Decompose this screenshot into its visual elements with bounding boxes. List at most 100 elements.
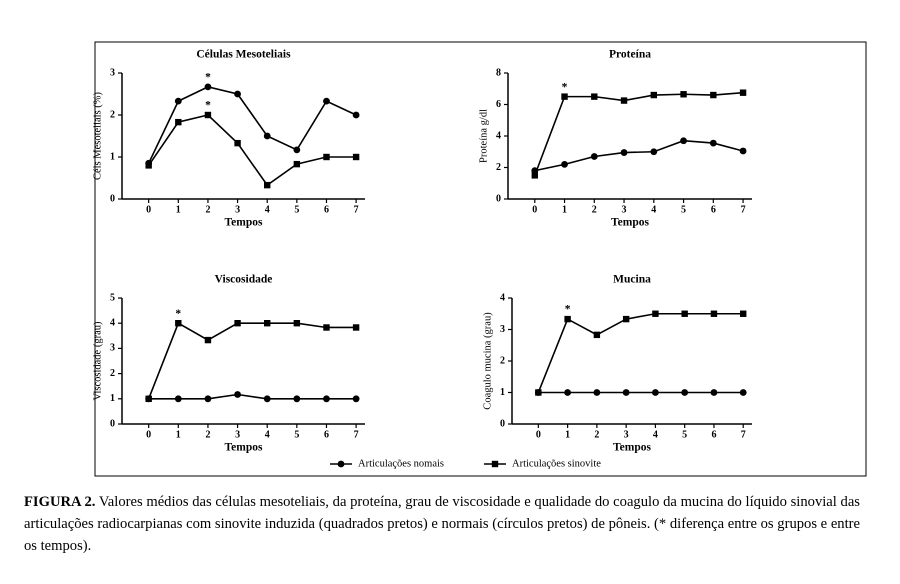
marker bbox=[204, 395, 212, 403]
marker bbox=[234, 391, 241, 398]
marker bbox=[561, 160, 568, 168]
y-tick-label: 4 bbox=[496, 130, 501, 141]
marker bbox=[531, 172, 538, 179]
marker bbox=[593, 389, 601, 396]
chart-title: Viscosidade bbox=[215, 274, 273, 286]
marker bbox=[234, 320, 241, 327]
y-tick-label: 0 bbox=[496, 193, 501, 204]
series-line bbox=[534, 91, 744, 176]
marker bbox=[739, 389, 747, 396]
y-tick-label: 1 bbox=[110, 393, 115, 404]
marker bbox=[593, 331, 601, 339]
annotation: * bbox=[562, 81, 568, 93]
marker bbox=[352, 153, 360, 161]
marker bbox=[591, 93, 598, 100]
legend-label: Articulações nomais bbox=[358, 458, 444, 469]
x-axis-label: Tempos bbox=[613, 442, 651, 454]
marker bbox=[145, 395, 152, 402]
marker bbox=[564, 389, 572, 396]
marker bbox=[535, 389, 542, 396]
chart-title: Proteína bbox=[609, 49, 651, 61]
annotation: * bbox=[205, 72, 211, 84]
x-tick-label: 7 bbox=[354, 204, 359, 215]
marker bbox=[175, 320, 182, 327]
annotation: * bbox=[175, 308, 181, 320]
marker bbox=[174, 97, 182, 105]
marker bbox=[622, 315, 630, 323]
x-tick-label: 5 bbox=[682, 429, 687, 440]
marker bbox=[710, 310, 718, 317]
y-tick-label: 1 bbox=[110, 151, 115, 162]
x-tick-label: 0 bbox=[532, 204, 537, 215]
x-tick-label: 4 bbox=[265, 204, 270, 215]
x-tick-label: 6 bbox=[324, 429, 329, 440]
marker bbox=[620, 97, 628, 104]
marker bbox=[710, 91, 717, 99]
x-tick-label: 7 bbox=[354, 429, 359, 440]
marker bbox=[174, 395, 182, 403]
x-tick-label: 6 bbox=[324, 204, 329, 215]
marker bbox=[145, 162, 152, 169]
marker bbox=[323, 395, 330, 403]
series-line bbox=[534, 139, 744, 172]
x-axis-label: Tempos bbox=[225, 442, 263, 454]
marker bbox=[264, 181, 271, 189]
marker bbox=[323, 324, 330, 331]
marker bbox=[650, 148, 658, 156]
x-tick-label: 6 bbox=[711, 204, 716, 215]
marker bbox=[739, 89, 747, 96]
x-tick-label: 1 bbox=[565, 429, 570, 440]
chart-title: Células Mesoteliais bbox=[196, 49, 291, 61]
x-tick-label: 2 bbox=[592, 204, 597, 215]
legend-marker bbox=[337, 460, 345, 468]
legend-label: Articulações sinovite bbox=[512, 458, 601, 469]
marker bbox=[680, 137, 687, 145]
y-tick-label: 2 bbox=[500, 355, 505, 366]
series-line bbox=[148, 393, 357, 400]
marker bbox=[293, 395, 301, 403]
x-tick-label: 2 bbox=[594, 429, 599, 440]
marker bbox=[740, 310, 747, 317]
marker bbox=[561, 93, 568, 100]
x-tick-label: 3 bbox=[235, 429, 240, 440]
chart-title: Mucina bbox=[613, 274, 651, 286]
x-tick-label: 2 bbox=[205, 204, 210, 215]
marker bbox=[204, 111, 212, 119]
y-tick-label: 2 bbox=[110, 368, 115, 379]
x-tick-label: 5 bbox=[681, 204, 686, 215]
marker bbox=[175, 118, 182, 126]
marker bbox=[293, 320, 301, 327]
marker bbox=[204, 83, 212, 91]
marker bbox=[564, 315, 571, 323]
y-tick-label: 2 bbox=[496, 162, 501, 173]
x-tick-label: 3 bbox=[624, 429, 629, 440]
marker bbox=[263, 132, 271, 140]
marker bbox=[652, 310, 659, 317]
y-tick-label: 0 bbox=[110, 193, 115, 204]
y-axis-label: Proteína g/dl bbox=[478, 109, 489, 163]
marker bbox=[652, 389, 659, 396]
x-tick-label: 5 bbox=[294, 429, 299, 440]
y-axis-label: Coagulo mucina (grau) bbox=[482, 312, 493, 410]
x-tick-label: 7 bbox=[741, 204, 746, 215]
marker bbox=[681, 310, 688, 317]
figure-frame bbox=[94, 41, 867, 477]
x-tick-label: 7 bbox=[741, 429, 746, 440]
legend-marker bbox=[491, 460, 499, 468]
annotation: * bbox=[565, 304, 571, 316]
marker bbox=[739, 147, 747, 155]
marker bbox=[709, 139, 717, 147]
x-tick-label: 1 bbox=[176, 204, 181, 215]
annotation: * bbox=[205, 100, 211, 112]
x-tick-label: 5 bbox=[294, 204, 299, 215]
y-tick-label: 8 bbox=[496, 67, 501, 78]
caption-label: FIGURA 2. bbox=[24, 494, 96, 510]
marker bbox=[323, 153, 330, 161]
marker bbox=[681, 389, 689, 396]
y-tick-label: 2 bbox=[110, 109, 115, 120]
y-tick-label: 0 bbox=[500, 418, 505, 429]
x-tick-label: 3 bbox=[622, 204, 627, 215]
caption: FIGURA 2. Valores médios das células mes… bbox=[24, 491, 860, 557]
x-tick-label: 4 bbox=[265, 429, 270, 440]
y-tick-label: 3 bbox=[110, 67, 115, 78]
